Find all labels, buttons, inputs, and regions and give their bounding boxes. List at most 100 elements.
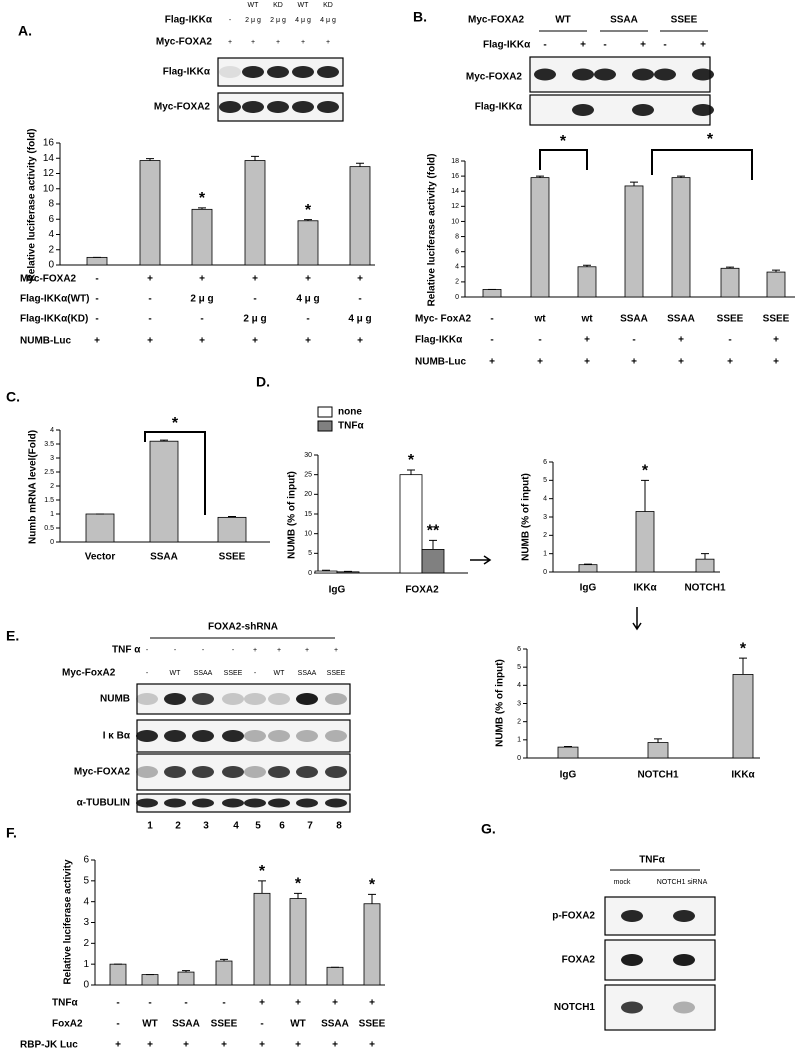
y-tick-label: 18 [451, 158, 459, 165]
cell: - [254, 670, 257, 677]
annotation: * [199, 190, 206, 207]
band-label: Flag-IKKα [163, 67, 211, 78]
condition-cell: SSEE [211, 1019, 238, 1030]
y-tick-label: 5 [517, 664, 521, 671]
bar [326, 966, 344, 986]
y-tick-label: 0 [455, 294, 459, 301]
band-label: FOXA2 [562, 955, 596, 966]
bar [421, 549, 445, 574]
y-tick-label: 20 [304, 491, 312, 498]
condition-cell: SSAA [667, 314, 695, 325]
band [654, 68, 676, 81]
panel-label: D. [256, 374, 270, 390]
bracket-label: * [707, 131, 714, 148]
band [219, 66, 241, 78]
legend-swatch [317, 420, 333, 432]
band [621, 954, 643, 966]
condition-cell: - [95, 294, 98, 305]
condition-cell: + [357, 274, 363, 285]
condition-cell: + [94, 336, 100, 347]
condition-cell: 2 μ g [243, 314, 266, 325]
error-bar [356, 162, 364, 167]
panel-label: G. [481, 821, 496, 837]
y-tick-label: 14 [451, 188, 459, 195]
bar [577, 266, 597, 298]
cell: - [663, 40, 666, 51]
band [692, 68, 714, 81]
condition-label: Myc-FOXA2 [20, 274, 77, 285]
band [296, 766, 318, 778]
band [673, 1001, 695, 1014]
error-bar [429, 539, 437, 550]
error-bar [258, 880, 266, 894]
x-tick-label: IKKα [731, 770, 755, 781]
band [572, 104, 594, 116]
cell: - [232, 647, 235, 654]
band [632, 68, 654, 81]
x-tick-label: NOTCH1 [637, 770, 679, 781]
band [136, 730, 158, 742]
band [621, 910, 643, 922]
bar [530, 177, 550, 298]
condition-cell: WT [290, 1019, 306, 1030]
error-bar [220, 958, 228, 962]
band [268, 693, 290, 705]
condition-cell: + [295, 1040, 301, 1050]
y-tick-label: 2 [455, 279, 459, 286]
annotation: ** [427, 523, 440, 540]
band [192, 766, 214, 778]
y-tick-label: 5 [83, 875, 89, 886]
condition-cell: - [253, 294, 256, 305]
band [222, 766, 244, 778]
condition-cell: SSEE [359, 1019, 386, 1030]
cell: + [326, 39, 330, 46]
band-label: p-FOXA2 [552, 911, 595, 922]
panel-label: E. [6, 628, 19, 644]
panel-label: C. [6, 389, 20, 405]
y-tick-label: 0 [48, 260, 54, 271]
cell: - [174, 647, 177, 654]
condition-cell: + [252, 274, 258, 285]
panel-label: F. [6, 825, 17, 841]
bar [557, 746, 579, 759]
y-tick-label: 4 [517, 682, 521, 689]
bar [635, 511, 655, 573]
cell: + [640, 40, 646, 51]
band [621, 1001, 643, 1014]
lane-number: 2 [175, 821, 181, 832]
y-tick-label: 4 [83, 896, 89, 907]
y-axis-label: Relative luciferase activity (fold) [27, 129, 38, 282]
lane-number: 7 [307, 821, 313, 832]
bar [86, 256, 108, 266]
error-bar [182, 970, 190, 973]
condition-cell: + [147, 274, 153, 285]
y-axis-label: Numb mRNA level(Fold) [28, 430, 39, 544]
y-tick-label: 6 [83, 855, 89, 866]
condition-cell: + [115, 1040, 121, 1050]
band [632, 104, 654, 116]
bar [244, 160, 266, 266]
y-tick-label: 1 [517, 737, 521, 744]
y-tick-label: 4 [48, 229, 54, 240]
cell: SSEE [224, 670, 243, 677]
condition-label: FoxA2 [52, 1019, 83, 1030]
condition-label: Flag-IKKα(KD) [20, 314, 88, 325]
y-tick-label: 8 [48, 199, 54, 210]
error-bar [304, 219, 312, 221]
bracket [651, 149, 753, 180]
condition-cell: + [357, 336, 363, 347]
y-tick-label: 16 [451, 173, 459, 180]
annotation: * [740, 640, 747, 657]
condition-cell: + [489, 357, 495, 368]
y-tick-label: 0 [543, 569, 547, 576]
band [244, 730, 266, 742]
bar [363, 903, 381, 986]
y-tick-label: 4 [543, 496, 547, 503]
error-bar [251, 155, 259, 161]
band [325, 766, 347, 778]
bracket-label: * [172, 415, 179, 432]
cell: + [305, 647, 309, 654]
bar [349, 166, 371, 266]
group-label: FOXA2-shRNA [208, 622, 278, 633]
condition-cell: + [295, 998, 301, 1009]
